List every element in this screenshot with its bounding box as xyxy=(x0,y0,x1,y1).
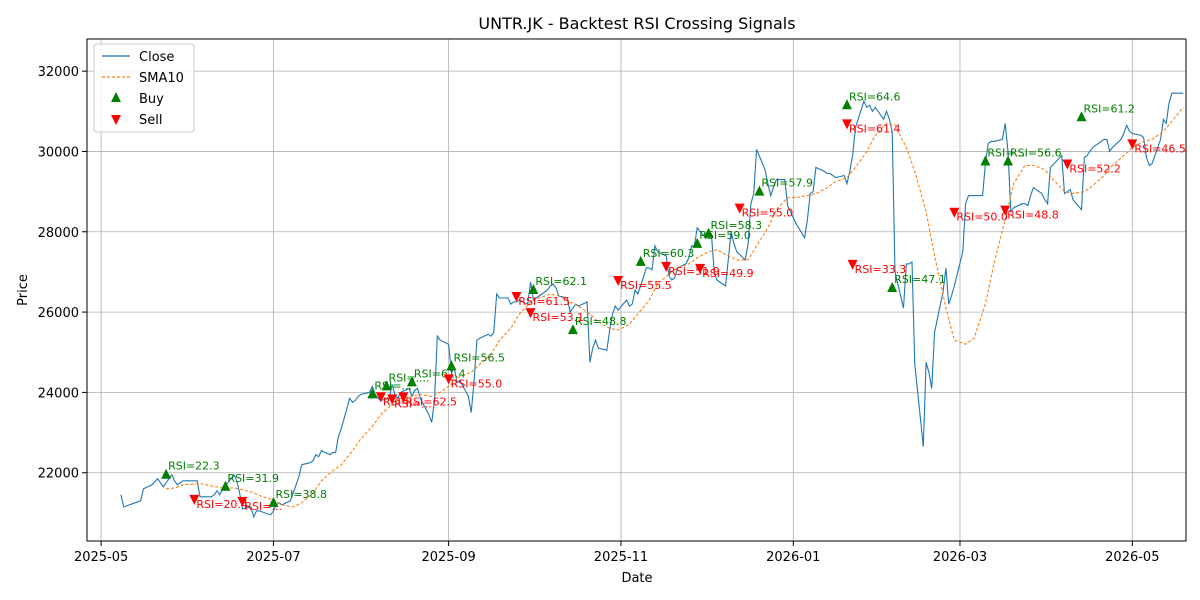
legend-label: Sell xyxy=(139,113,162,128)
buy-annotation: RSI=... xyxy=(987,146,1025,159)
legend-swatch-sell xyxy=(111,115,121,125)
y-tick-label: 24000 xyxy=(38,386,79,401)
buy-marker xyxy=(268,496,279,507)
buy-marker xyxy=(220,480,231,491)
sell-annotation: RSI=48.8 xyxy=(1007,209,1059,222)
buy-annotation: RSI=61.2 xyxy=(1083,102,1135,115)
buy-annotation: RSI=64.6 xyxy=(849,90,901,103)
sell-marker xyxy=(525,308,536,319)
markers-layer: RSI=22.3RSI=31.9RSI=38.8RSI=...RSI=....R… xyxy=(161,90,1186,513)
y-tick-label: 32000 xyxy=(38,65,79,80)
sell-marker xyxy=(661,261,672,272)
buy-annotation: RSI=56.5 xyxy=(453,351,505,364)
buy-marker xyxy=(635,255,646,266)
chart-title: UNTR.JK - Backtest RSI Crossing Signals xyxy=(478,14,795,33)
sell-annotation: RSI=20.4 xyxy=(196,498,248,511)
x-tick-label: 2026-01 xyxy=(766,550,820,565)
sell-marker xyxy=(387,394,398,405)
sell-marker xyxy=(1000,205,1011,216)
sell-marker xyxy=(1062,159,1073,170)
sell-annotation: RSI=46.5 xyxy=(1134,142,1186,155)
buy-annotation: RSI=59.0 xyxy=(699,229,751,242)
sell-marker xyxy=(949,207,960,218)
sell-annotation: RSI=50.0 xyxy=(956,211,1008,224)
buy-marker xyxy=(1076,111,1087,122)
x-tick-label: 2025-09 xyxy=(421,550,475,565)
buy-marker xyxy=(692,237,703,248)
ticks: 2025-05 2025-07 2025-09 2025-11 2026-01 2026-… xyxy=(38,65,1160,565)
x-tick-label: 2025-11 xyxy=(594,550,648,565)
buy-annotation: RSI=60.3 xyxy=(643,247,695,260)
buy-marker xyxy=(381,380,392,391)
buy-marker xyxy=(406,376,417,387)
grid xyxy=(87,39,1186,541)
sell-marker xyxy=(695,263,706,274)
y-tick-label: 30000 xyxy=(38,145,79,160)
sell-annotation: RSI=55.0 xyxy=(742,207,794,220)
legend-label: Buy xyxy=(139,92,164,107)
axes-frame xyxy=(86,38,1187,542)
sell-marker xyxy=(734,203,745,214)
sell-marker xyxy=(613,275,624,286)
y-axis-label: Price xyxy=(16,274,31,306)
buy-annotation: RSI=56.6 xyxy=(1010,146,1062,159)
sell-marker xyxy=(841,119,852,130)
buy-marker xyxy=(446,360,457,371)
y-tick-label: 28000 xyxy=(38,226,79,241)
buy-marker xyxy=(841,99,852,110)
sell-annotation: RSI=55.5 xyxy=(620,279,672,292)
buy-annotation: RSI=31.9 xyxy=(227,472,279,485)
buy-marker xyxy=(703,227,714,238)
buy-annotation: RSI=61.4 xyxy=(414,367,466,380)
legend: Close SMA10 Buy Sell xyxy=(93,43,195,133)
x-tick-label: 2026-03 xyxy=(933,550,987,565)
sell-annotation: RSI=... xyxy=(244,500,282,513)
buy-marker xyxy=(161,468,172,479)
sell-annotation: RSI=33.3 xyxy=(855,263,907,276)
buy-annotation: RSI=57.9 xyxy=(761,177,813,190)
sell-marker xyxy=(443,374,454,385)
buy-marker xyxy=(980,155,991,166)
sell-marker xyxy=(189,494,200,505)
sell-annotation: RSI=61.5 xyxy=(518,295,570,308)
buy-marker xyxy=(367,388,378,399)
buy-marker xyxy=(1003,155,1014,166)
buy-annotation: RSI=.... xyxy=(388,371,429,384)
y-tick-label: 22000 xyxy=(38,467,79,482)
buy-marker xyxy=(887,281,898,292)
buy-annotation: RSI=22.3 xyxy=(168,460,220,473)
x-tick-label: 2025-07 xyxy=(246,550,300,565)
buy-annotation: RSI=47.1 xyxy=(894,273,946,286)
legend-label: Close xyxy=(139,50,174,65)
sell-annotation: RSI=53.1 xyxy=(533,311,585,324)
x-tick-label: 2026-05 xyxy=(1105,550,1159,565)
sell-annotation: RSI=49.9 xyxy=(702,267,754,280)
buy-annotation: RSI=48.8 xyxy=(575,315,627,328)
y-tick-label: 26000 xyxy=(38,306,79,321)
legend-label: SMA10 xyxy=(139,71,184,86)
sell-annotation: RSI=52.2 xyxy=(1069,162,1121,175)
sell-marker xyxy=(511,292,522,303)
buy-marker xyxy=(754,185,765,196)
legend-box xyxy=(93,43,195,133)
sell-annotation: RSI=61.4 xyxy=(849,122,901,135)
sell-annotation: RSI=55.0 xyxy=(451,377,503,390)
legend-swatch-buy xyxy=(111,92,121,102)
sell-marker xyxy=(375,392,386,403)
buy-annotation: RSI=62.1 xyxy=(535,275,587,288)
sell-marker xyxy=(1127,139,1138,150)
buy-marker xyxy=(567,324,578,335)
sell-annotation: RSI=62.5 xyxy=(405,395,457,408)
sell-annotation: RSI=51.9 xyxy=(668,265,720,278)
buy-marker xyxy=(528,284,539,294)
x-axis-label: Date xyxy=(621,571,652,586)
series-line-sma10 xyxy=(166,106,1184,508)
sell-marker xyxy=(847,259,858,270)
x-tick-label: 2025-05 xyxy=(74,550,128,565)
buy-annotation: RSI=38.8 xyxy=(275,488,327,501)
sell-marker xyxy=(237,496,248,507)
sell-marker xyxy=(398,392,409,403)
buy-annotation: RSI=58.3 xyxy=(711,219,763,232)
